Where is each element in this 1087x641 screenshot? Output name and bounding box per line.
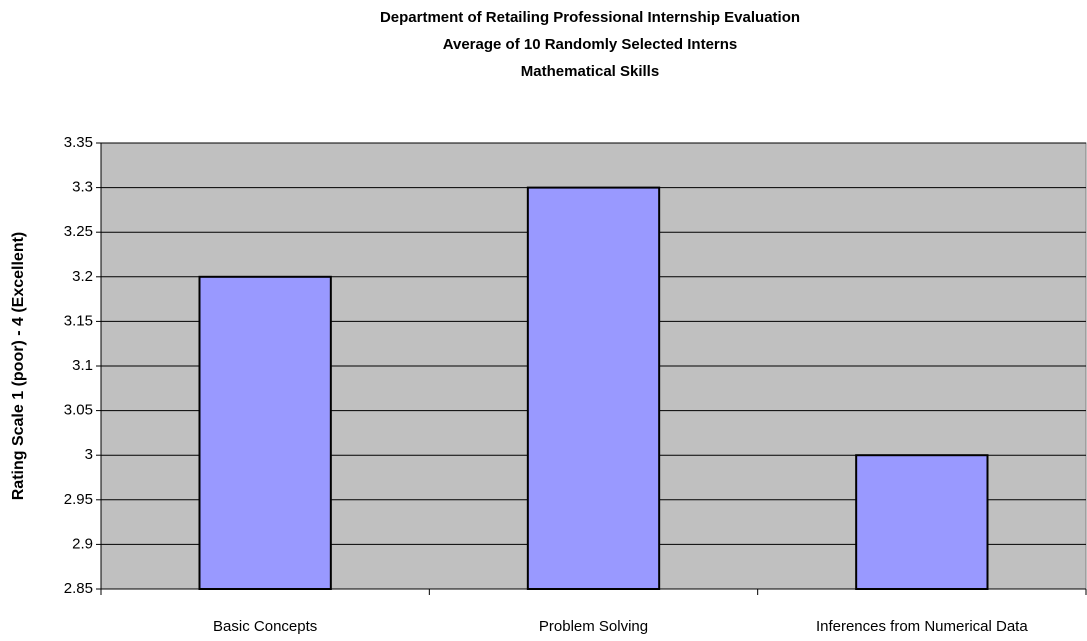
x-tick-label: Problem Solving bbox=[539, 618, 648, 635]
y-tick-label: 2.95 bbox=[64, 491, 93, 508]
y-tick-label: 3.05 bbox=[64, 402, 93, 419]
y-tick-label: 3.2 bbox=[72, 268, 93, 285]
chart-subtitle: Mathematical Skills bbox=[521, 63, 659, 80]
chart-subtitle: Average of 10 Randomly Selected Interns bbox=[443, 36, 738, 53]
y-tick-label: 2.9 bbox=[72, 535, 93, 552]
y-tick-label: 3.25 bbox=[64, 223, 93, 240]
y-tick-label: 3.35 bbox=[64, 134, 93, 151]
chart-title: Department of Retailing Professional Int… bbox=[380, 9, 800, 26]
y-tick-label: 2.85 bbox=[64, 580, 93, 597]
y-axis-title: Rating Scale 1 (poor) - 4 (Excellent) bbox=[10, 232, 27, 501]
y-tick-label: 3.15 bbox=[64, 312, 93, 329]
y-tick-label: 3.1 bbox=[72, 357, 93, 374]
y-tick-label: 3.3 bbox=[72, 179, 93, 196]
y-tick-label: 3 bbox=[85, 446, 93, 463]
bar bbox=[526, 186, 661, 590]
bar bbox=[198, 275, 332, 590]
bar bbox=[855, 454, 989, 591]
x-tick-label: Inferences from Numerical Data bbox=[816, 618, 1028, 635]
x-tick-label: Basic Concepts bbox=[213, 618, 317, 635]
